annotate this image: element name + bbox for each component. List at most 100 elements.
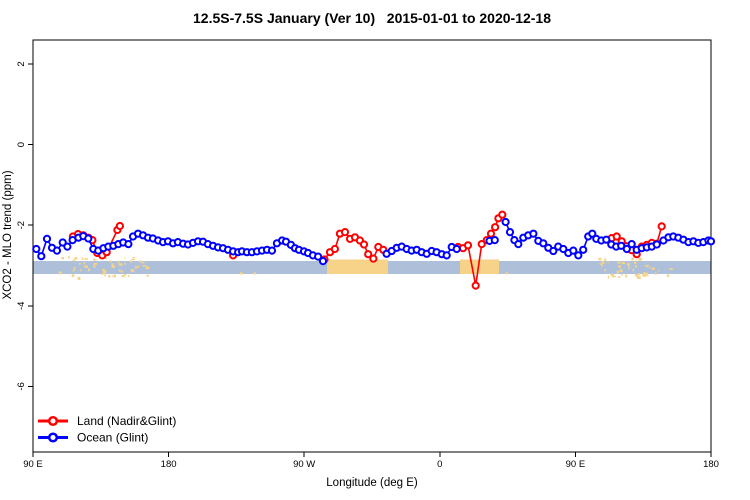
legend-swatch-circle [47,432,59,443]
land-speckle [132,257,136,259]
land-speckle [646,264,649,268]
land-speckle [634,265,638,268]
y-axis-title: XCO2 - MLO trend (ppm) [2,170,14,299]
land-speckle [104,273,106,277]
legend-label: Land (Nadir&Glint) [77,414,176,428]
land-speckle [130,269,135,273]
ocean-series-point [549,246,558,256]
land-speckle [607,261,609,263]
land-speckle [58,271,62,275]
land-speckle [105,256,107,260]
land-series-point [340,228,350,237]
land-speckle [601,261,605,264]
ocean-series-point [652,240,661,249]
ocean-series-point [505,228,515,237]
land-speckle [669,268,673,270]
land-series-point [364,250,373,259]
land-speckle [121,270,123,273]
chart-title: 12.5S-7.5S January (Ver 10) 2015-01-01 t… [193,10,551,26]
x-tick-label: 180 [161,459,177,470]
land-speckle [118,263,123,266]
land-speckle [121,275,125,278]
land-speckle [137,265,140,268]
ocean-series-point [574,251,583,260]
ocean-series-point [569,246,578,255]
land-speckle [88,268,90,272]
land-speckle [108,275,111,278]
ocean-series-point [579,245,588,254]
ocean-series-point [124,240,133,249]
land-speckle [604,258,607,262]
ocean-series-point [539,239,548,248]
land-speckle [131,258,136,261]
land-speckle [617,276,621,278]
land-speckle [634,274,639,277]
land-speckle [67,256,70,259]
land-series-point [369,254,378,263]
land-speckle [109,260,112,263]
land-speckle [73,267,76,270]
land-speckle [129,260,133,263]
legend-label: Ocean (Glint) [77,431,148,445]
land-speckle [636,276,641,279]
surface-band-land [326,259,388,274]
land-speckle [112,274,114,278]
land-speckle [81,257,84,261]
land-speckle [93,265,96,268]
ocean-series-point [37,252,46,261]
land-speckle [666,274,670,278]
x-tick-label: 0 [437,459,442,470]
ocean-series-point [501,217,510,227]
land-speckle [123,274,127,276]
land-speckle [599,263,602,265]
land-speckle [616,270,619,274]
land-series-point [330,244,339,254]
land-speckle [505,272,509,275]
land-speckle [78,262,81,265]
ocean-series-point [314,252,323,261]
land-speckle [601,263,603,267]
surface-band-land [459,259,500,274]
land-series-point [477,240,486,249]
ocean-series-point [52,246,62,255]
land-speckle [604,269,606,272]
land-speckle [93,258,97,261]
land-speckle [141,261,145,264]
x-tick-label: 180 [703,459,719,470]
land-speckle [645,272,648,276]
ocean-series-point [42,234,52,243]
land-series-point [359,240,369,249]
land-speckle [146,274,149,277]
land-speckle [85,258,88,260]
land-speckle [72,259,76,262]
land-series-point [115,221,125,231]
land-speckle [621,273,623,276]
land-series-point [498,210,507,219]
plot-border [32,39,712,453]
land-speckle [651,267,655,270]
ocean-series-point [442,251,451,260]
land-speckle [117,260,120,264]
land-speckle [253,272,257,275]
land-speckle [631,257,634,261]
land-speckle [635,259,637,261]
land-speckle [632,268,634,272]
land-speckle [649,266,651,269]
land-speckle [619,269,623,273]
ocean-series-point [318,257,328,266]
ocean-series-point [63,242,72,251]
ocean-series-point [267,246,277,255]
land-speckle [621,261,626,265]
ocean-series-point [627,240,636,249]
land-speckle [654,272,657,275]
land-speckle [142,265,146,267]
y-tick-label: -6 [16,382,27,390]
land-speckle [633,261,637,264]
land-speckle [138,260,142,263]
legend-swatch-circle [47,415,59,427]
ocean-series-point [490,236,499,245]
ocean-series-point [529,229,538,238]
land-speckle [124,257,126,259]
land-series-point [491,223,500,232]
